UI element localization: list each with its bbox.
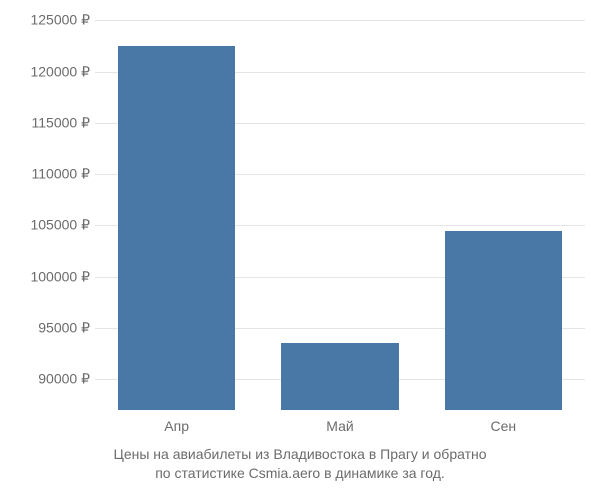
- x-axis-label: Апр: [164, 418, 189, 434]
- y-axis-label: 95000 ₽: [38, 319, 90, 336]
- caption-line-2: по статистике Csmia.aero в динамике за г…: [155, 465, 445, 481]
- x-axis-label: Сен: [491, 418, 517, 434]
- x-axis-label: Май: [326, 418, 353, 434]
- y-axis-label: 125000 ₽: [30, 12, 90, 29]
- bar: [118, 46, 236, 410]
- y-axis-label: 100000 ₽: [30, 268, 90, 285]
- y-axis-label: 115000 ₽: [32, 114, 90, 131]
- y-axis-label: 105000 ₽: [30, 217, 90, 234]
- y-axis-label: 120000 ₽: [30, 63, 90, 80]
- y-axis-label: 90000 ₽: [38, 371, 90, 388]
- chart-caption: Цены на авиабилеты из Владивостока в Пра…: [0, 445, 600, 483]
- gridline: [95, 20, 585, 21]
- bar: [445, 231, 563, 410]
- bar: [281, 343, 399, 410]
- caption-line-1: Цены на авиабилеты из Владивостока в Пра…: [113, 446, 486, 462]
- y-axis-label: 110000 ₽: [32, 166, 90, 183]
- chart-plot-area: [95, 10, 585, 410]
